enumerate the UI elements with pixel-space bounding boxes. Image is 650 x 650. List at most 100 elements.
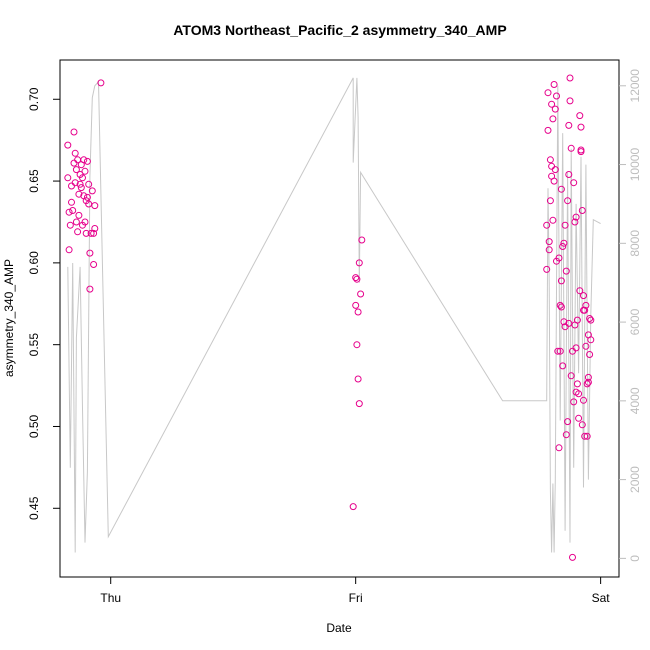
- data-point: [560, 318, 568, 326]
- data-point: [81, 218, 89, 226]
- data-point: [72, 218, 80, 226]
- data-point: [75, 190, 83, 198]
- data-point: [576, 112, 584, 120]
- data-point: [90, 229, 98, 237]
- y-tick-label: 0.60: [27, 251, 41, 275]
- x-tick-label: Thu: [100, 591, 121, 605]
- data-point: [85, 180, 93, 188]
- data-point: [90, 261, 98, 268]
- data-point: [581, 306, 589, 314]
- data-point: [358, 236, 366, 244]
- data-point: [354, 308, 362, 316]
- y-axis-label: asymmetry_340_AMP: [2, 259, 16, 377]
- y2-tick-label: 4000: [628, 387, 642, 414]
- data-point: [353, 275, 361, 283]
- data-point: [559, 243, 567, 250]
- data-point: [573, 380, 581, 388]
- data-point: [553, 92, 560, 100]
- data-point: [583, 380, 591, 388]
- data-point: [546, 156, 554, 164]
- data-point: [562, 431, 570, 439]
- y2-tick-label: 8000: [628, 230, 642, 257]
- data-point: [583, 432, 591, 440]
- data-point: [573, 316, 581, 324]
- data-point: [555, 444, 563, 452]
- data-point: [582, 301, 590, 309]
- data-point: [71, 179, 79, 187]
- data-point: [543, 265, 551, 273]
- data-point: [557, 303, 565, 311]
- data-point: [543, 221, 551, 229]
- data-point: [83, 157, 91, 165]
- data-point: [76, 180, 84, 188]
- data-point: [587, 336, 595, 344]
- data-point: [564, 197, 572, 205]
- data-point: [549, 115, 557, 123]
- data-point: [352, 301, 360, 309]
- data-point: [567, 144, 575, 152]
- y-axis: 0.45 0.50 0.55 0.60 0.65 0.70: [27, 87, 60, 520]
- data-point: [353, 341, 361, 349]
- data-point: [565, 121, 573, 129]
- secondary-y-axis: 0 2000 4000 6000 8000 10000 12000: [619, 69, 642, 562]
- data-point: [544, 89, 552, 97]
- data-point: [74, 228, 82, 236]
- data-point: [569, 553, 576, 561]
- data-point: [578, 421, 586, 429]
- data-point: [587, 316, 595, 324]
- points-series: [64, 74, 595, 561]
- data-point: [554, 347, 562, 355]
- data-point: [354, 375, 362, 383]
- y-tick-label: 0.50: [27, 414, 41, 438]
- data-point: [83, 193, 91, 201]
- data-point: [545, 238, 553, 246]
- secondary-line: [67, 77, 601, 553]
- data-point: [545, 246, 553, 254]
- data-point: [80, 156, 88, 164]
- data-point: [575, 390, 583, 398]
- data-point: [580, 396, 587, 404]
- data-point: [91, 225, 99, 232]
- data-point: [81, 167, 89, 175]
- data-point: [71, 149, 79, 157]
- data-point: [576, 287, 584, 295]
- x-axis: Thu Fri Sat: [100, 577, 610, 605]
- data-point: [560, 239, 568, 247]
- data-point: [549, 216, 557, 224]
- data-point: [69, 207, 77, 214]
- data-point: [561, 221, 569, 229]
- y-tick-label: 0.55: [27, 333, 41, 357]
- data-point: [87, 229, 95, 237]
- data-point: [581, 432, 589, 440]
- data-point: [544, 126, 552, 134]
- data-point: [352, 274, 360, 282]
- data-point: [562, 267, 570, 275]
- data-point: [570, 179, 578, 187]
- data-point: [586, 315, 594, 322]
- data-point: [72, 166, 80, 174]
- data-point: [566, 97, 574, 105]
- plot-frame: [59, 59, 620, 578]
- data-point: [566, 74, 574, 82]
- data-point: [572, 344, 580, 352]
- line-series: [67, 77, 601, 553]
- data-point: [548, 172, 556, 180]
- y-tick-label: 0.65: [27, 169, 41, 193]
- x-tick-label: Sat: [592, 591, 611, 605]
- data-point: [355, 400, 363, 408]
- data-point: [357, 290, 365, 298]
- data-point: [64, 141, 72, 149]
- data-point: [584, 378, 592, 386]
- data-point: [572, 213, 580, 221]
- data-point: [70, 159, 78, 167]
- data-point: [88, 187, 96, 195]
- data-point: [559, 362, 567, 370]
- data-point: [86, 285, 94, 293]
- data-point: [548, 100, 556, 108]
- data-point: [575, 414, 583, 422]
- data-point: [565, 171, 573, 178]
- data-point: [557, 185, 565, 193]
- y2-tick-label: 12000: [628, 69, 642, 103]
- data-point: [75, 211, 83, 219]
